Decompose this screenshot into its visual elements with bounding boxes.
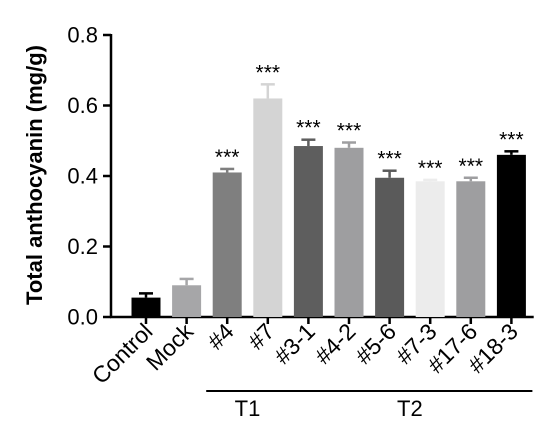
bar bbox=[212, 172, 242, 317]
y-tick-label: 0.4 bbox=[67, 164, 98, 189]
group-brackets: T1 T2 bbox=[206, 390, 533, 421]
bar bbox=[253, 98, 283, 317]
category-label: Mock bbox=[141, 318, 199, 376]
significance-label: *** bbox=[215, 146, 240, 169]
category-label: #4 bbox=[202, 318, 239, 355]
y-axis-label: Total anthocyanin (mg/g) bbox=[22, 45, 47, 305]
y-tick-label: 0.6 bbox=[67, 93, 98, 118]
y-tick-label: 0.2 bbox=[67, 234, 98, 259]
bar bbox=[334, 147, 364, 317]
significance-label: *** bbox=[337, 120, 362, 143]
group-label: T2 bbox=[397, 396, 423, 421]
bars: *** *** *** *** *** *** *** *** bbox=[131, 61, 526, 317]
category-label: #5-6 bbox=[350, 318, 401, 369]
bar bbox=[375, 177, 405, 317]
bar bbox=[172, 285, 202, 317]
significance-label: *** bbox=[296, 117, 321, 140]
category-label: #4-2 bbox=[310, 318, 361, 369]
significance-label: *** bbox=[499, 128, 524, 151]
bar bbox=[496, 154, 526, 317]
significance-label: *** bbox=[418, 157, 443, 180]
bar bbox=[456, 181, 486, 317]
y-tick-label: 0.8 bbox=[67, 23, 98, 48]
group-label: T1 bbox=[235, 396, 261, 421]
bar bbox=[293, 146, 323, 317]
significance-label: *** bbox=[377, 148, 402, 171]
significance-label: *** bbox=[459, 155, 484, 178]
bar bbox=[131, 297, 161, 317]
category-label: #3-1 bbox=[269, 318, 320, 369]
significance-label: *** bbox=[256, 61, 281, 84]
bar bbox=[415, 181, 445, 317]
y-tick-label: 0.0 bbox=[67, 305, 98, 330]
